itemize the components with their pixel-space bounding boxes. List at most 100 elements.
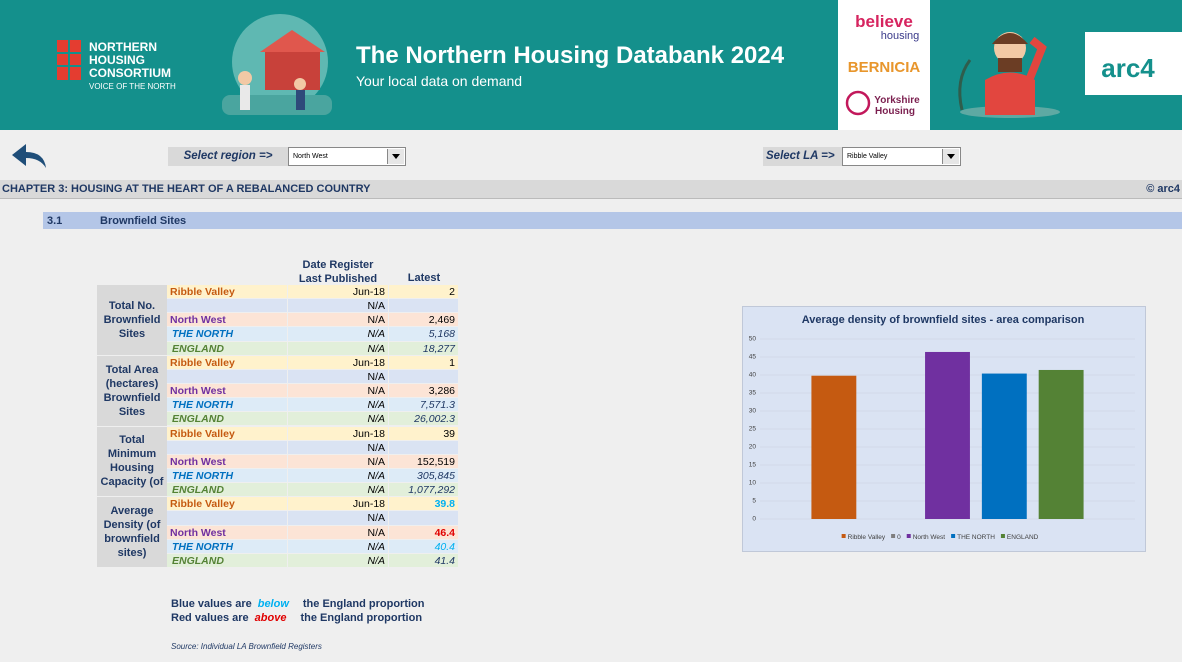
area-cell: THE NORTH [167,468,287,483]
latest-cell: 7,571.3 [389,398,458,412]
region-label: Select region => [168,147,288,166]
group-label: Total Area (hectares) Brownfield Sites [97,355,167,426]
org-line: HOUSING [89,53,145,67]
area-cell: ENGLAND [167,553,287,567]
y-tick-label: 0 [752,516,756,523]
banner: NORTHERN HOUSING CONSORTIUM VOICE OF THE… [0,0,1182,130]
area-cell: ENGLAND [167,412,287,426]
legend-swatch [1000,534,1005,538]
legend-label: North West [913,534,946,541]
legend-label: 0 [897,534,901,541]
latest-cell: 39.8 [389,497,458,511]
bar [925,351,970,519]
dropdown-arrow[interactable] [942,149,959,164]
partner-logo: Housing [875,106,915,117]
legend-label: Ribble Valley [848,534,886,541]
date-cell: N/A [288,454,388,468]
source: Source: Individual LA Brownfield Registe… [171,642,322,651]
date-cell: N/A [288,313,388,327]
note-red: Red values are above the England proportio… [171,612,422,624]
date-cell: N/A [288,412,388,426]
partner-logo: Yorkshire [874,95,920,106]
section-bar: 3.1 Brownfield Sites [43,212,1182,229]
la-label: Select LA => [763,147,842,166]
area-cell: THE NORTH [167,327,287,341]
legend-swatch [841,534,846,538]
date-cell: N/A [288,511,388,525]
y-tick-label: 35 [749,390,757,397]
bar [981,373,1027,519]
chart: Average density of brownfield sites - ar… [742,306,1146,552]
date-cell: Jun-18 [288,497,388,511]
region-value: North West [293,153,328,160]
area-cell: North West [167,313,287,327]
area-cell: Ribble Valley [167,285,287,299]
area-cell [167,440,287,454]
note-text: the England proportion [302,598,425,610]
group-label: Average Density (of brownfield sites) [97,497,167,567]
partner-logo: housing [881,30,920,42]
date-cell: N/A [288,341,388,355]
date-cell: Jun-18 [288,285,388,299]
org-tagline: VOICE OF THE NORTH [89,82,176,91]
latest-cell: 3,286 [389,384,458,398]
legend-swatch [951,534,956,538]
la-value: Ribble Valley [847,153,888,160]
latest-cell: 18,277 [389,341,458,355]
area-cell: North West [167,384,287,398]
group-label: Total No. Brownfield Sites [97,285,167,355]
latest-cell: 5,168 [389,327,458,341]
date-cell: N/A [288,369,388,384]
date-cell: N/A [288,468,388,483]
area-cell [167,299,287,313]
area-cell: North West [167,525,287,539]
latest-cell [389,299,458,313]
y-tick-label: 40 [749,372,757,379]
latest-cell: 2,469 [389,313,458,327]
arc4-logo: arc4 [1101,53,1155,83]
section-title: Brownfield Sites [100,215,187,227]
note-text: Blue values are [171,598,252,610]
latest-cell [389,440,458,454]
date-cell: N/A [288,384,388,398]
header-line: Date Register [302,259,374,271]
latest-cell: 305,845 [389,468,458,483]
section-number: 3.1 [47,215,63,227]
area-cell: THE NORTH [167,398,287,412]
latest-cell [389,369,458,384]
illustration [222,14,332,115]
copyright: © arc4 [1146,183,1180,195]
latest-cell: 1,077,292 [389,483,458,497]
chart-title: Average density of brownfield sites - ar… [802,314,1085,326]
legend-swatch [906,534,911,538]
y-tick-label: 10 [749,480,757,487]
dropdown-arrow[interactable] [387,149,404,164]
date-cell: N/A [288,553,388,567]
latest-cell: 152,519 [389,454,458,468]
region-dropdown[interactable]: North West [288,147,406,166]
org-line: CONSORTIUM [89,66,171,80]
latest-cell: 39 [389,426,458,440]
legend-label: ENGLAND [1007,534,1039,541]
y-tick-label: 50 [749,336,757,343]
area-cell: Ribble Valley [167,355,287,369]
back-button[interactable] [10,140,48,170]
yorkshire-icon [845,90,871,116]
latest-cell: 26,002.3 [389,412,458,426]
date-header: Date Register Last Published [288,258,388,286]
y-tick-label: 45 [749,354,757,361]
date-cell: N/A [288,440,388,454]
la-dropdown[interactable]: Ribble Valley [842,147,961,166]
y-tick-label: 15 [749,462,757,469]
area-cell: Ribble Valley [167,426,287,440]
area-cell [167,369,287,384]
date-cell: N/A [288,398,388,412]
area-cell: Ribble Valley [167,497,287,511]
subtitle: Your local data on demand [356,73,522,89]
bar [1038,369,1084,519]
latest-cell: 2 [389,285,458,299]
date-cell: N/A [288,327,388,341]
bar [811,375,857,519]
org-line: NORTHERN [89,40,157,54]
